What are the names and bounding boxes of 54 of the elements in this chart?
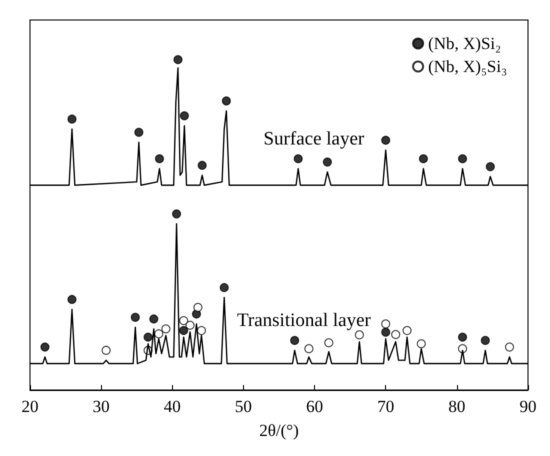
point <box>381 328 390 337</box>
point <box>486 162 495 172</box>
point <box>186 320 195 330</box>
point <box>67 114 76 124</box>
x-tick-label: 70 <box>377 397 394 416</box>
legend-label: (Nb, X)Si₂ <box>428 34 502 53</box>
series-label: Transitional layer <box>236 310 372 332</box>
point <box>222 96 231 106</box>
x-axis-title: 2θ/(°) <box>259 421 299 440</box>
point <box>173 55 182 64</box>
point <box>40 342 50 352</box>
point <box>220 283 229 292</box>
point <box>154 154 164 164</box>
point <box>149 314 158 324</box>
point <box>154 329 164 338</box>
point <box>144 332 153 342</box>
x-tick-label: 80 <box>448 397 466 416</box>
point <box>172 209 182 218</box>
point <box>67 294 76 304</box>
point <box>458 344 468 354</box>
point <box>198 160 207 170</box>
point <box>324 338 334 348</box>
series-label: Surface layer <box>263 128 365 150</box>
point <box>381 319 390 328</box>
point <box>304 344 314 354</box>
legend-label: (Nb, X)₅Si₃ <box>428 57 508 76</box>
point <box>294 154 303 164</box>
x-tick-label: 30 <box>92 397 110 416</box>
point <box>180 111 189 120</box>
point <box>458 332 468 342</box>
point <box>196 326 206 336</box>
point <box>354 330 364 340</box>
x-tick-label: 50 <box>234 397 252 416</box>
point <box>134 128 144 137</box>
point <box>161 324 170 334</box>
x-tick-label: 40 <box>164 397 181 416</box>
point <box>458 154 468 164</box>
point <box>418 154 428 164</box>
x-tick-label: 60 <box>306 397 324 416</box>
point <box>290 336 300 345</box>
point <box>130 312 140 322</box>
point <box>381 136 390 145</box>
point <box>416 339 426 348</box>
point <box>193 302 202 312</box>
point <box>391 330 400 339</box>
point <box>505 342 514 352</box>
point <box>402 326 412 336</box>
point <box>179 326 188 336</box>
point <box>102 346 111 355</box>
x-tick-label: 90 <box>520 397 536 416</box>
point <box>179 316 188 326</box>
point <box>480 336 490 345</box>
x-tick-label: 20 <box>22 397 38 416</box>
point <box>322 158 332 167</box>
